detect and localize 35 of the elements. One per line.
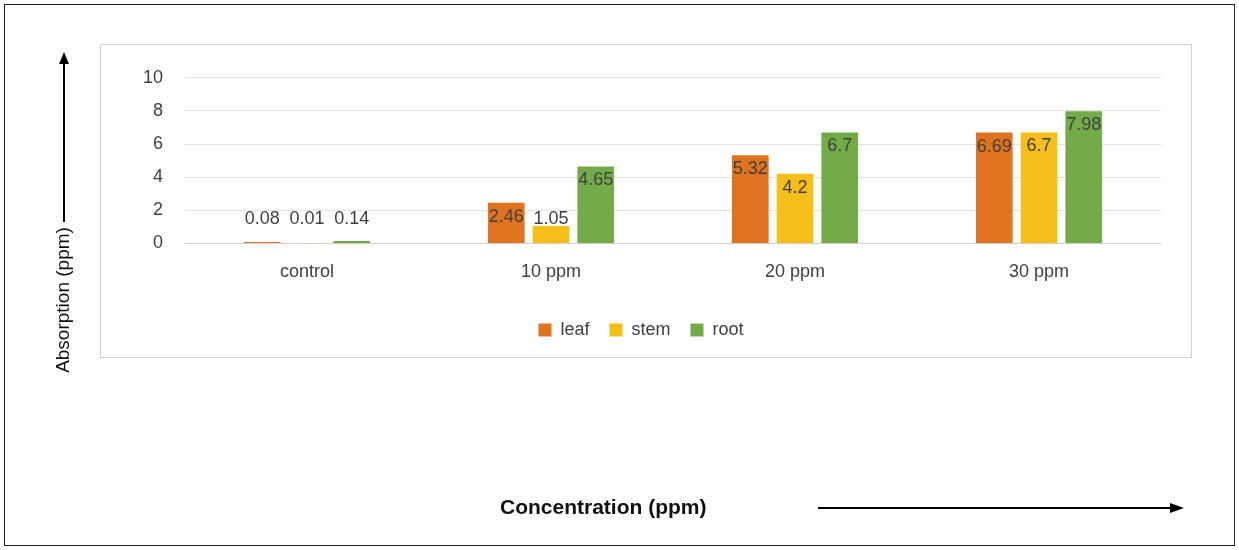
x-tick-label: control — [280, 261, 335, 282]
bar — [821, 132, 859, 243]
y-tick-label: 2 — [153, 199, 164, 220]
bar — [975, 132, 1013, 243]
data-label: 4.65 — [578, 169, 614, 190]
text: Concentration (ppm) — [500, 495, 707, 519]
y-tick-label: 10 — [142, 66, 164, 87]
data-label: 6.7 — [827, 135, 853, 156]
legend-label: stem — [631, 318, 671, 339]
data-label: 6.69 — [976, 135, 1012, 156]
legend-label: root — [712, 318, 744, 339]
data-label: 1.05 — [533, 208, 569, 229]
bar — [1020, 132, 1058, 243]
x-tick-label: 10 ppm — [520, 261, 582, 282]
x-tick-label: 30 ppm — [1008, 261, 1070, 282]
legend-label: leaf — [560, 318, 591, 339]
y-tick-label: 8 — [153, 99, 164, 120]
y-axis-title: Absorption (ppm) — [52, 227, 74, 373]
data-label: 0.14 — [334, 208, 370, 229]
data-label: 4.2 — [782, 176, 808, 197]
data-label: 5.32 — [732, 158, 768, 179]
data-label: 0.01 — [289, 208, 325, 229]
bar — [1065, 111, 1103, 243]
data-label: 0.08 — [244, 208, 280, 229]
bar — [776, 173, 814, 243]
bar — [532, 226, 570, 243]
data-label: 6.7 — [1026, 135, 1052, 156]
data-label: 7.98 — [1066, 114, 1102, 135]
bar — [731, 155, 769, 243]
y-tick-label: 0 — [153, 232, 164, 253]
bar — [577, 166, 615, 243]
data-label: 2.46 — [488, 205, 524, 226]
y-tick-label: 4 — [153, 166, 164, 187]
y-tick-label: 6 — [153, 133, 164, 154]
x-tick-label: 20 ppm — [764, 261, 826, 282]
